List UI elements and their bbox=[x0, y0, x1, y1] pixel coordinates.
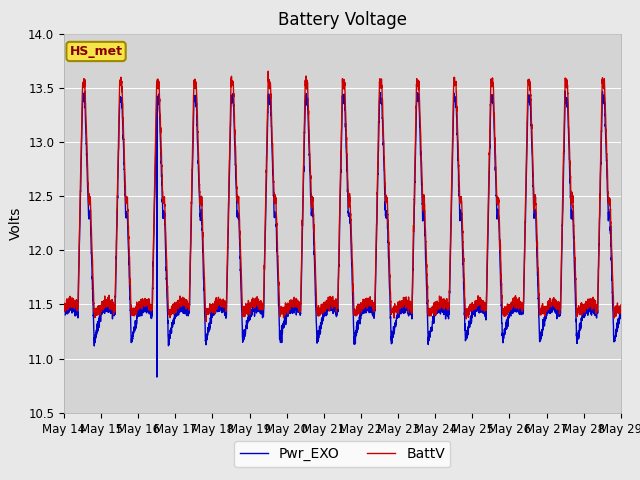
BattV bbox=[499, 307, 507, 313]
Pwr_EXO bbox=[617, 310, 625, 316]
Legend: Pwr_EXO, BattV: Pwr_EXO, BattV bbox=[234, 441, 451, 467]
Pwr_EXO bbox=[467, 315, 475, 321]
Pwr_EXO bbox=[616, 312, 624, 317]
Pwr_EXO bbox=[436, 311, 444, 317]
BattV bbox=[617, 302, 625, 308]
BattV bbox=[468, 306, 476, 312]
Line: Pwr_EXO: Pwr_EXO bbox=[64, 91, 621, 377]
BattV bbox=[436, 302, 444, 308]
Pwr_EXO bbox=[153, 374, 161, 380]
BattV bbox=[160, 196, 168, 202]
BattV bbox=[202, 319, 210, 324]
BattV bbox=[60, 300, 68, 306]
Pwr_EXO bbox=[60, 312, 68, 318]
BattV bbox=[322, 302, 330, 308]
Pwr_EXO bbox=[499, 333, 507, 339]
Pwr_EXO bbox=[561, 88, 569, 94]
BattV bbox=[264, 68, 272, 74]
BattV bbox=[616, 305, 624, 311]
Text: HS_met: HS_met bbox=[70, 45, 123, 58]
Pwr_EXO bbox=[322, 308, 330, 314]
Title: Battery Voltage: Battery Voltage bbox=[278, 11, 407, 29]
Line: BattV: BattV bbox=[64, 71, 621, 322]
Y-axis label: Volts: Volts bbox=[8, 206, 22, 240]
Pwr_EXO bbox=[161, 212, 168, 217]
